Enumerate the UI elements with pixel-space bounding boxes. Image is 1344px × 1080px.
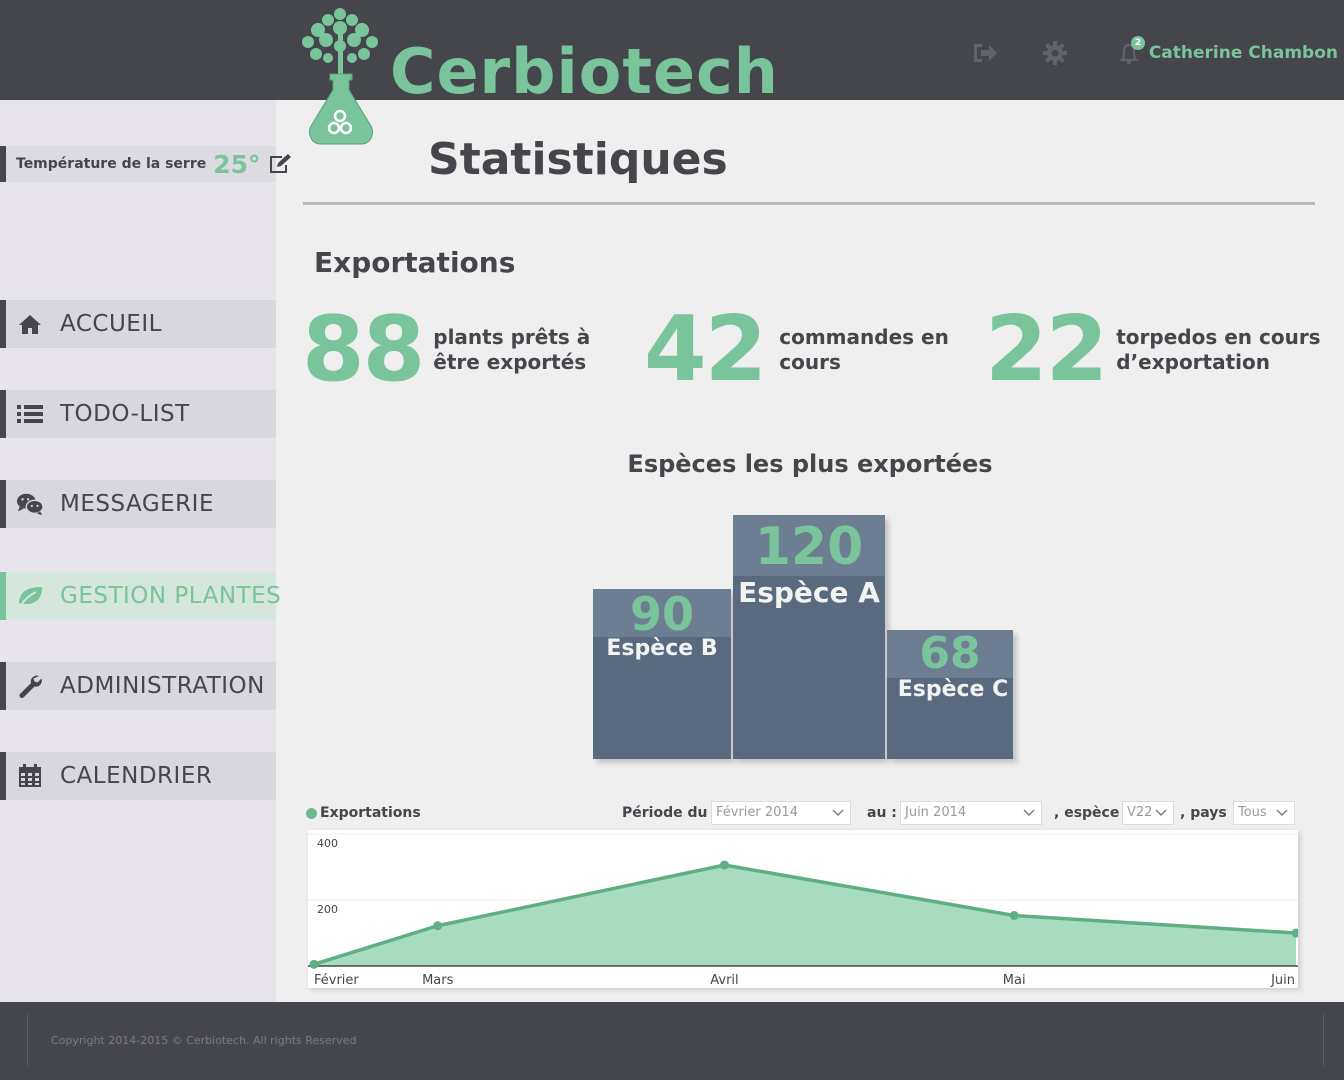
x-tick-label: Mai <box>1003 973 1026 988</box>
sidebar-item-gestion-plantes[interactable]: GESTION PLANTES <box>0 572 281 620</box>
stat-value: 22 <box>985 297 1108 402</box>
wrench-icon <box>16 673 44 699</box>
calendar-icon <box>16 763 44 789</box>
period-from-label: Période du : <box>622 805 718 821</box>
brand-name[interactable]: Cerbiotech <box>390 35 779 108</box>
notification-badge: 2 <box>1131 36 1145 50</box>
period-to-select[interactable]: Juin 2014 <box>900 801 1042 825</box>
sidebar-item-label: ADMINISTRATION <box>60 673 265 699</box>
sidebar-item-label: MESSAGERIE <box>60 491 214 517</box>
gear-icon[interactable] <box>1040 38 1070 68</box>
stat-torpedos: 22 torpedos en cours d’exportation <box>985 300 1321 400</box>
species-label: , espèce : <box>1054 805 1130 821</box>
stat-label: commandes en cours <box>779 325 949 374</box>
period-from-value: Février 2014 <box>716 805 798 820</box>
podium-espece-b: 90 Espèce B <box>593 589 731 759</box>
period-from-select[interactable]: Février 2014 <box>711 801 851 825</box>
podium-value: 120 <box>754 517 864 577</box>
y-tick-label: 400 <box>317 837 338 850</box>
title-divider <box>303 202 1315 205</box>
x-tick-label: Février <box>314 973 359 988</box>
podium-name: Espèce B <box>606 636 718 661</box>
stat-value: 42 <box>644 297 767 402</box>
series-area <box>314 865 1296 966</box>
period-to-label: au : <box>867 805 897 821</box>
x-tick-label: Avril <box>710 973 738 988</box>
temperature-value: 25° <box>213 149 261 179</box>
sidebar-item-todo-list[interactable]: TODO-LIST <box>0 390 276 438</box>
data-point <box>1291 928 1298 938</box>
brand-logo[interactable] <box>296 4 386 149</box>
sidebar-item-label: CALENDRIER <box>60 763 213 789</box>
species-value: V22 <box>1127 805 1153 820</box>
edit-icon[interactable] <box>268 153 294 175</box>
chevron-down-icon <box>1276 809 1288 816</box>
section-title: Exportations <box>314 246 516 279</box>
data-point <box>309 959 319 969</box>
chart-legend: Exportations <box>306 805 421 821</box>
sidebar-item-calendrier[interactable]: CALENDRIER <box>0 752 276 800</box>
period-to-value: Juin 2014 <box>905 805 967 820</box>
legend-label: Exportations <box>320 805 421 821</box>
sidebar-item-administration[interactable]: ADMINISTRATION <box>0 662 276 710</box>
copyright-text: Copyright 2014-2015 © Cerbiotech. All ri… <box>51 1034 357 1047</box>
podium-name: Espèce A <box>738 576 880 609</box>
chevron-down-icon <box>1023 809 1035 816</box>
leaf-icon <box>16 583 44 609</box>
podium-espece-c: 68 Espèce C <box>887 630 1013 759</box>
chevron-down-icon <box>1155 809 1167 816</box>
podium-value: 90 <box>629 587 694 641</box>
home-icon <box>16 311 44 337</box>
exports-chart-svg: 400 200 Février Mars Avril Mai Juin <box>308 833 1298 988</box>
exports-chart: 400 200 Février Mars Avril Mai Juin <box>308 830 1298 988</box>
temperature-label: Température de la serre <box>16 156 207 172</box>
country-label: , pays : <box>1180 805 1238 821</box>
stat-plants-ready: 88 plants prêts à être exportés <box>302 300 590 400</box>
x-tick-label: Mars <box>422 973 454 988</box>
legend-marker <box>306 807 317 819</box>
top-bar: Cerbiotech 2 Ca <box>0 0 1344 108</box>
podium-title: Espèces les plus exportées <box>627 450 993 478</box>
sidebar-item-label: ACCUEIL <box>60 311 162 337</box>
stat-value: 88 <box>302 297 425 402</box>
stat-orders: 42 commandes en cours <box>644 300 949 400</box>
sidebar-item-label: GESTION PLANTES <box>60 583 282 609</box>
sidebar-item-accueil[interactable]: ACCUEIL <box>0 300 276 348</box>
data-point <box>719 860 729 870</box>
notification-bell-icon[interactable]: 2 <box>1114 36 1145 68</box>
page-title: Statistiques <box>428 134 728 185</box>
logout-icon[interactable] <box>970 38 1000 68</box>
sidebar-item-messagerie[interactable]: MESSAGERIE <box>0 480 276 528</box>
stat-label: plants prêts à être exportés <box>433 325 591 374</box>
footer-divider <box>27 1014 28 1066</box>
podium-name: Espèce C <box>897 677 1009 702</box>
stat-label: torpedos en cours d’exportation <box>1116 325 1321 374</box>
y-tick-label: 200 <box>317 903 338 916</box>
podium-espece-a: 120 Espèce A <box>733 515 885 759</box>
x-tick-label: Juin <box>1270 973 1295 988</box>
species-select[interactable]: V22 <box>1122 801 1174 825</box>
footer: Copyright 2014-2015 © Cerbiotech. All ri… <box>0 1002 1344 1080</box>
list-icon <box>16 401 44 427</box>
sidebar: Température de la serre 25° ACCUEIL TODO <box>0 100 291 1002</box>
chat-icon <box>16 491 44 517</box>
footer-divider <box>1323 1014 1324 1066</box>
data-point <box>1009 911 1019 921</box>
podium-value: 68 <box>919 628 981 679</box>
greenhouse-temperature: Température de la serre 25° <box>0 146 291 182</box>
country-select[interactable]: Tous <box>1233 801 1295 825</box>
user-name[interactable]: Catherine Chambon <box>1148 43 1338 63</box>
country-value: Tous <box>1238 805 1267 820</box>
sidebar-item-label: TODO-LIST <box>60 401 190 427</box>
chevron-down-icon <box>832 809 844 816</box>
data-point <box>433 921 443 931</box>
